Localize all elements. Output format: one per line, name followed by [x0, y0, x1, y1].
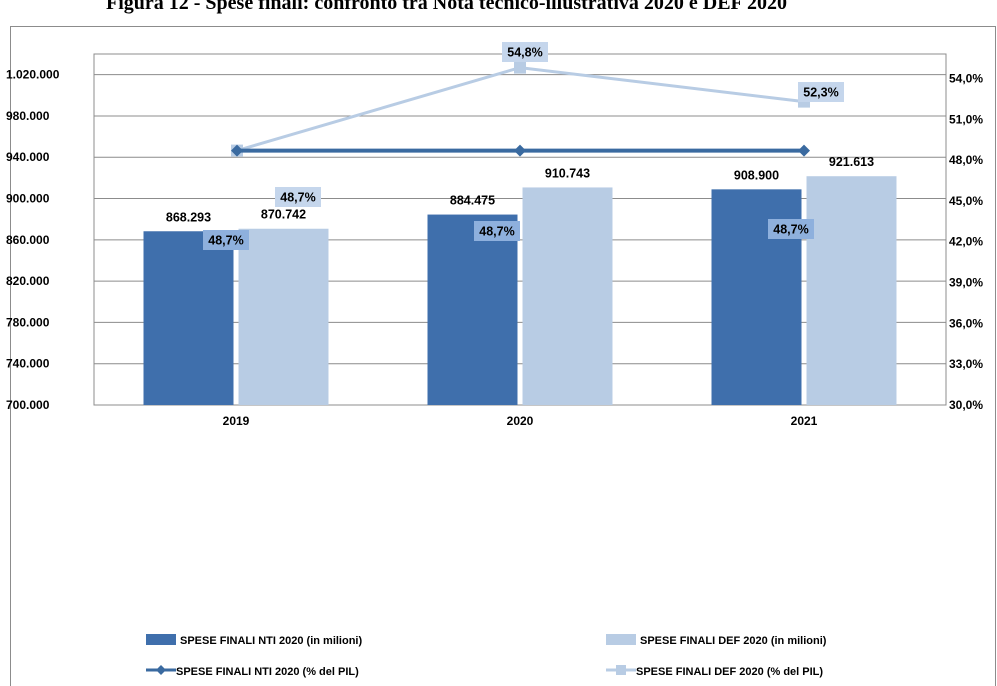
bar	[427, 214, 518, 405]
line-data-label-box	[798, 82, 844, 102]
line-data-label-box	[275, 187, 321, 207]
legend-swatch	[606, 634, 636, 645]
series-line	[236, 66, 805, 153]
legend-label: SPESE FINALI DEF 2020 (% del PIL)	[636, 666, 823, 678]
line-data-label: 48,7%	[773, 223, 808, 237]
x-tick-label: 2020	[507, 414, 534, 428]
bar-data-label: 921.613	[829, 155, 874, 169]
y-right-tick-label: 48,0%	[949, 153, 983, 167]
line-data-label-box	[474, 221, 520, 241]
line-data-label: 48,7%	[208, 234, 243, 248]
y-left-tick-label: 1.020.000	[6, 68, 60, 82]
y-right-tick-label: 54,0%	[949, 71, 983, 85]
y-right-tick-label: 45,0%	[949, 194, 983, 208]
y-left-tick-label: 740.000	[6, 357, 50, 371]
line-data-label: 48,7%	[280, 191, 315, 205]
bar	[522, 187, 613, 405]
y-right-tick-label: 36,0%	[949, 316, 983, 330]
y-left-tick-label: 700.000	[6, 398, 50, 412]
line-data-label: 48,7%	[479, 225, 514, 239]
chart-frame	[10, 26, 996, 686]
line-marker-square	[514, 61, 526, 74]
bar-data-label: 910.743	[545, 166, 590, 180]
bar-data-label: 870.742	[261, 208, 306, 222]
y-left-tick-label: 980.000	[6, 109, 50, 123]
y-right-tick-label: 30,0%	[949, 398, 983, 412]
chart-title: Figura 12 - Spese finali: confronto tra …	[105, 0, 788, 14]
legend-marker-square	[616, 665, 626, 675]
line-data-label-box	[502, 42, 548, 62]
legend-label: SPESE FINALI NTI 2020 (in milioni)	[180, 635, 362, 647]
bar	[143, 231, 234, 405]
line-marker-diamond	[514, 144, 526, 157]
legend-swatch	[146, 634, 176, 645]
bar	[238, 228, 329, 405]
y-right-tick-label: 33,0%	[949, 357, 983, 371]
line-marker-diamond	[798, 144, 810, 157]
y-left-tick-label: 780.000	[6, 315, 50, 329]
line-marker-diamond	[231, 144, 243, 157]
line-data-label-box	[203, 230, 249, 250]
bar-data-label: 868.293	[166, 210, 211, 224]
bar-data-label: 884.475	[450, 194, 495, 208]
line-data-label: 54,8%	[507, 46, 542, 60]
y-left-tick-label: 860.000	[6, 233, 50, 247]
line-data-label-box	[768, 219, 814, 239]
bar-data-label: 908.900	[734, 168, 779, 182]
legend-label: SPESE FINALI NTI 2020 (% del PIL)	[176, 666, 359, 678]
y-right-tick-label: 39,0%	[949, 276, 983, 290]
y-right-tick-label: 42,0%	[949, 235, 983, 249]
legend-label: SPESE FINALI DEF 2020 (in milioni)	[640, 635, 827, 647]
legend-marker-diamond	[156, 665, 166, 675]
y-left-tick-label: 820.000	[6, 274, 50, 288]
bar	[806, 176, 897, 405]
x-tick-label: 2021	[791, 414, 818, 428]
y-right-tick-label: 51,0%	[949, 112, 983, 126]
line-data-label: 52,3%	[803, 86, 838, 100]
x-tick-label: 2019	[223, 414, 250, 428]
y-left-tick-label: 900.000	[6, 192, 50, 206]
y-left-tick-label: 940.000	[6, 150, 50, 164]
